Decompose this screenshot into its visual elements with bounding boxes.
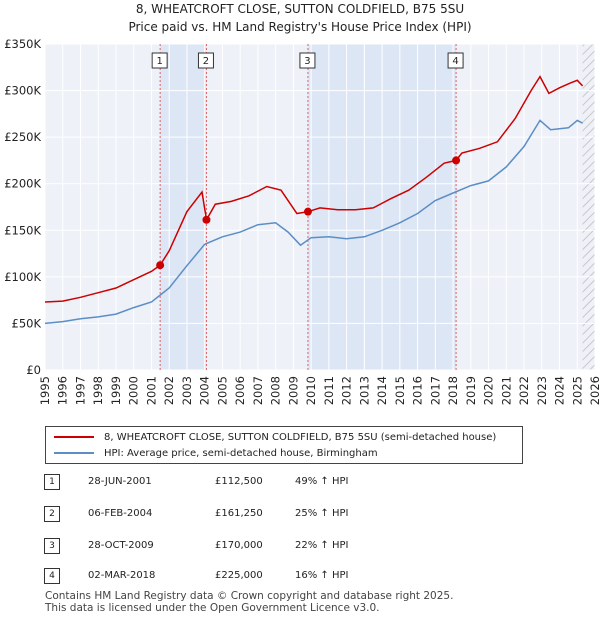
x-tick-label: 1997 — [73, 376, 87, 405]
table-row: 3 28-OCT-2009 £170,000 22% ↑ HPI — [0, 538, 600, 560]
x-tick-label: 2012 — [340, 376, 354, 405]
sale-point-2 — [202, 215, 211, 224]
footer: Contains HM Land Registry data © Crown c… — [45, 590, 453, 614]
y-tick-label: £250K — [4, 130, 41, 144]
y-tick-label: £200K — [4, 177, 41, 191]
sale-label-4: 4 — [452, 56, 458, 67]
sale-point-3 — [303, 207, 312, 216]
x-tick-label: 2003 — [180, 376, 194, 405]
legend-label-property: 8, WHEATCROFT CLOSE, SUTTON COLDFIELD, B… — [104, 431, 497, 443]
x-tick-label: 2010 — [304, 376, 318, 405]
x-tick-label: 2026 — [588, 376, 600, 405]
legend-swatch-hpi — [54, 452, 94, 454]
x-tick-label: 2023 — [535, 376, 549, 405]
legend: 8, WHEATCROFT CLOSE, SUTTON COLDFIELD, B… — [45, 426, 523, 464]
sale-point-1 — [156, 261, 165, 270]
x-tick-label: 2008 — [269, 376, 283, 405]
transaction-price: £161,250 — [215, 508, 263, 519]
x-tick-label: 2000 — [127, 376, 141, 405]
sale-label-2: 2 — [203, 56, 209, 67]
x-tick-label: 2011 — [322, 376, 336, 405]
x-tick-label: 2005 — [215, 376, 229, 405]
transaction-price: £112,500 — [215, 476, 263, 487]
transaction-hpi: 16% ↑ HPI — [295, 570, 349, 581]
x-tick-label: 1998 — [91, 376, 105, 405]
transaction-date: 28-OCT-2009 — [88, 540, 154, 551]
transaction-price: £225,000 — [215, 570, 263, 581]
sale-label-3: 3 — [304, 56, 310, 67]
x-tick-label: 2018 — [446, 376, 460, 405]
sale-label-box-1 — [151, 52, 168, 69]
x-tick-label: 2025 — [570, 376, 584, 405]
table-row: 4 02-MAR-2018 £225,000 16% ↑ HPI — [0, 568, 600, 590]
x-tick-label: 2016 — [411, 376, 425, 405]
legend-swatch-property — [54, 436, 94, 438]
x-tick-label: 1999 — [109, 376, 123, 405]
transaction-number: 2 — [44, 506, 60, 522]
x-tick-label: 2020 — [482, 376, 496, 405]
transaction-number: 3 — [44, 538, 60, 554]
footer-line-1: Contains HM Land Registry data © Crown c… — [45, 590, 454, 602]
y-tick-label: £150K — [4, 223, 41, 237]
property-series-line — [44, 75, 584, 303]
footer-line-2: This data is licensed under the Open Gov… — [45, 602, 380, 614]
chart-title: 8, WHEATCROFT CLOSE, SUTTON COLDFIELD, B… — [135, 2, 465, 16]
x-tick-label: 2006 — [233, 376, 247, 405]
forecast-area — [582, 44, 595, 370]
hpi-series-line — [44, 119, 583, 325]
transaction-hpi: 22% ↑ HPI — [295, 540, 349, 551]
x-tick-label: 2022 — [517, 376, 531, 405]
transaction-price: £170,000 — [215, 540, 263, 551]
y-tick-label: £300K — [4, 84, 41, 98]
transaction-number: 1 — [44, 474, 60, 490]
x-tick-label: 2015 — [393, 376, 407, 405]
sale-label-1: 1 — [156, 56, 162, 67]
sale-point-4 — [452, 156, 461, 165]
table-row: 1 28-JUN-2001 £112,500 49% ↑ HPI — [0, 474, 600, 496]
transaction-date: 06-FEB-2004 — [88, 508, 153, 519]
x-tick-label: 2013 — [357, 376, 371, 405]
price-chart: 1 2 3 4 £0 £50K £100K £150K £200K £250K £300K £350K… — [4, 37, 600, 405]
shaded-range-1 — [160, 44, 207, 370]
x-tick-label: 2017 — [428, 376, 442, 405]
x-tick-label: 2019 — [464, 376, 478, 405]
transaction-date: 28-JUN-2001 — [88, 476, 152, 487]
x-tick-label: 1996 — [56, 376, 70, 405]
transaction-hpi: 25% ↑ HPI — [295, 508, 349, 519]
x-tick-label: 2004 — [198, 376, 212, 405]
x-tick-label: 1995 — [38, 376, 52, 405]
y-tick-label: £0 — [26, 363, 41, 377]
sale-label-box-4 — [447, 52, 464, 69]
x-tick-label: 2002 — [162, 376, 176, 405]
x-tick-label: 2021 — [499, 376, 513, 405]
table-row: 2 06-FEB-2004 £161,250 25% ↑ HPI — [0, 506, 600, 528]
y-tick-label: £50K — [12, 316, 42, 330]
x-tick-label: 2024 — [553, 376, 567, 405]
x-tick-label: 2014 — [375, 376, 389, 405]
transaction-date: 02-MAR-2018 — [88, 570, 156, 581]
x-tick-label: 2009 — [286, 376, 300, 405]
chart-subtitle: Price paid vs. HM Land Registry's House … — [128, 20, 472, 34]
sale-label-box-3 — [299, 52, 316, 69]
sale-label-box-2 — [197, 52, 214, 69]
transaction-number: 4 — [44, 568, 60, 584]
y-tick-label: £350K — [4, 37, 41, 51]
x-tick-label: 2007 — [251, 376, 265, 405]
legend-item-property: 8, WHEATCROFT CLOSE, SUTTON COLDFIELD, B… — [54, 429, 496, 445]
legend-label-hpi: HPI: Average price, semi-detached house,… — [104, 447, 378, 459]
x-tick-label: 2001 — [144, 376, 158, 405]
y-tick-label: £100K — [4, 270, 41, 284]
transaction-hpi: 49% ↑ HPI — [295, 476, 349, 487]
legend-item-hpi: HPI: Average price, semi-detached house,… — [54, 445, 378, 461]
